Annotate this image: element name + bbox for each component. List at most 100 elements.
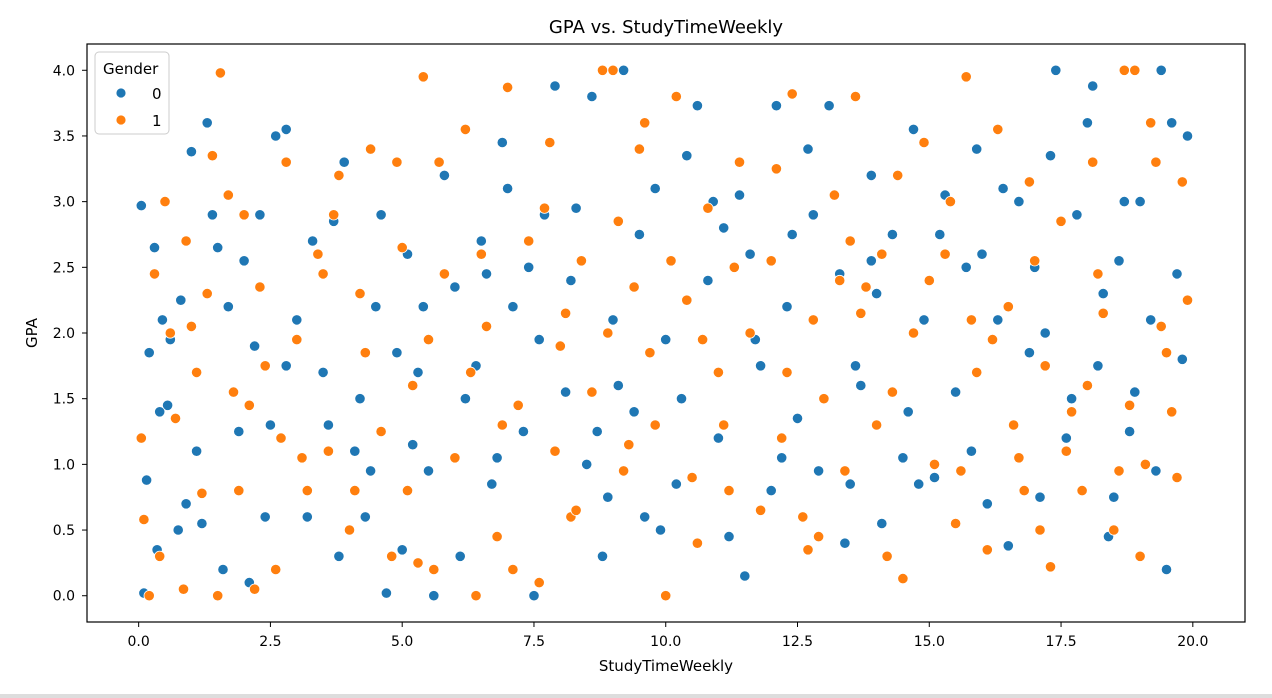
point-gender-0-29 xyxy=(380,587,392,599)
point-gender-1-66 xyxy=(797,511,809,523)
point-gender-0-111 xyxy=(191,445,203,457)
point-gender-1-0 xyxy=(135,432,147,444)
point-gender-1-16 xyxy=(270,563,282,576)
point-gender-0-37 xyxy=(459,393,471,405)
point-gender-0-33 xyxy=(422,465,435,477)
point-gender-1-13 xyxy=(238,209,250,221)
point-gender-1-56 xyxy=(691,537,704,549)
point-gender-1-131 xyxy=(1092,268,1104,280)
point-gender-0-9 xyxy=(185,146,197,158)
legend-label-1: 1 xyxy=(152,112,162,130)
point-gender-0-52 xyxy=(617,64,630,76)
point-gender-1-72 xyxy=(860,281,872,293)
point-gender-1-117 xyxy=(570,504,582,516)
point-gender-1-106 xyxy=(191,366,203,378)
point-gender-1-153 xyxy=(475,248,487,260)
x-tick-label: 2.5 xyxy=(259,634,281,650)
point-gender-0-140 xyxy=(1066,393,1078,405)
point-gender-0-71 xyxy=(812,465,825,477)
point-gender-1-142 xyxy=(696,333,709,346)
point-gender-0-133 xyxy=(839,537,851,549)
point-gender-1-26 xyxy=(375,425,387,438)
point-gender-0-138 xyxy=(997,182,1009,195)
point-gender-1-124 xyxy=(844,235,856,247)
point-gender-1-38 xyxy=(501,81,514,94)
point-gender-0-163 xyxy=(364,465,377,477)
point-gender-1-100 xyxy=(1150,156,1162,168)
x-tick-label: 17.5 xyxy=(1045,634,1076,650)
point-gender-1-25 xyxy=(364,143,377,155)
point-gender-1-62 xyxy=(754,504,767,516)
legend: Gender 0 1 xyxy=(94,51,170,135)
point-gender-0-62 xyxy=(723,530,735,543)
point-gender-0-154 xyxy=(322,419,334,431)
point-gender-0-50 xyxy=(596,550,609,562)
point-gender-1-22 xyxy=(333,169,345,181)
point-gender-1-89 xyxy=(1034,524,1046,536)
point-gender-1-143 xyxy=(781,366,793,378)
point-gender-0-63 xyxy=(733,189,746,201)
point-gender-1-46 xyxy=(586,386,598,398)
point-gender-0-147 xyxy=(523,261,535,273)
point-gender-0-99 xyxy=(1092,360,1104,372)
point-gender-1-85 xyxy=(992,123,1004,135)
point-gender-0-121 xyxy=(454,550,466,562)
point-gender-1-146 xyxy=(1018,484,1030,497)
point-gender-0-105 xyxy=(1155,64,1167,76)
point-gender-1-127 xyxy=(955,465,967,477)
point-gender-1-59 xyxy=(723,484,735,497)
point-gender-0-160 xyxy=(1108,491,1120,503)
point-gender-1-60 xyxy=(733,156,746,168)
y-axis: 0.0 0.5 1.0 1.5 2.0 2.5 3.0 3.5 4.0 xyxy=(53,63,87,605)
point-gender-1-36 xyxy=(480,320,493,332)
point-gender-1-50 xyxy=(628,281,640,293)
point-gender-1-156 xyxy=(718,419,730,431)
point-gender-0-53 xyxy=(628,406,640,418)
point-gender-1-119 xyxy=(644,347,656,359)
point-gender-0-141 xyxy=(1097,287,1109,300)
point-gender-0-58 xyxy=(681,150,693,162)
point-gender-0-12 xyxy=(222,301,234,313)
point-gender-1-92 xyxy=(1066,406,1078,418)
point-gender-0-30 xyxy=(391,347,403,359)
point-gender-1-123 xyxy=(812,530,825,543)
legend-box xyxy=(94,51,170,135)
point-gender-0-96 xyxy=(1071,209,1083,221)
point-gender-1-126 xyxy=(923,274,935,287)
point-gender-0-90 xyxy=(1013,196,1025,208)
point-gender-1-145 xyxy=(944,196,957,208)
point-gender-1-152 xyxy=(391,156,403,168)
point-gender-1-43 xyxy=(554,340,566,352)
point-gender-1-166 xyxy=(834,274,846,287)
point-gender-0-112 xyxy=(217,563,229,576)
point-gender-1-118 xyxy=(612,215,624,227)
x-tick-label: 12.5 xyxy=(782,634,813,650)
point-gender-1-61 xyxy=(744,327,756,339)
point-gender-1-21 xyxy=(322,445,334,457)
point-gender-0-115 xyxy=(306,235,319,247)
point-gender-1-161 xyxy=(1113,465,1125,477)
point-gender-0-42 xyxy=(517,425,530,438)
point-gender-0-119 xyxy=(396,544,408,556)
point-gender-0-39 xyxy=(486,478,498,490)
point-gender-1-6 xyxy=(177,583,190,595)
point-gender-0-64 xyxy=(744,248,756,260)
point-gender-0-51 xyxy=(607,314,619,326)
y-tick-label: 0.0 xyxy=(53,589,75,605)
point-gender-0-67 xyxy=(770,100,783,112)
point-gender-0-46 xyxy=(559,386,572,398)
point-gender-0-4 xyxy=(141,474,153,486)
point-gender-1-151 xyxy=(317,268,329,280)
point-gender-0-142 xyxy=(1129,386,1141,398)
point-gender-1-32 xyxy=(438,268,450,280)
point-gender-0-2 xyxy=(156,314,168,326)
point-gender-1-20 xyxy=(312,248,324,260)
point-gender-0-60 xyxy=(702,274,714,287)
x-tick-label: 5.0 xyxy=(391,634,413,650)
point-gender-0-95 xyxy=(1060,432,1072,444)
point-gender-1-57 xyxy=(702,202,714,214)
point-gender-0-78 xyxy=(886,228,899,241)
point-gender-0-32 xyxy=(412,366,424,378)
point-gender-1-28 xyxy=(396,242,408,254)
y-tick-label: 4.0 xyxy=(53,63,75,79)
